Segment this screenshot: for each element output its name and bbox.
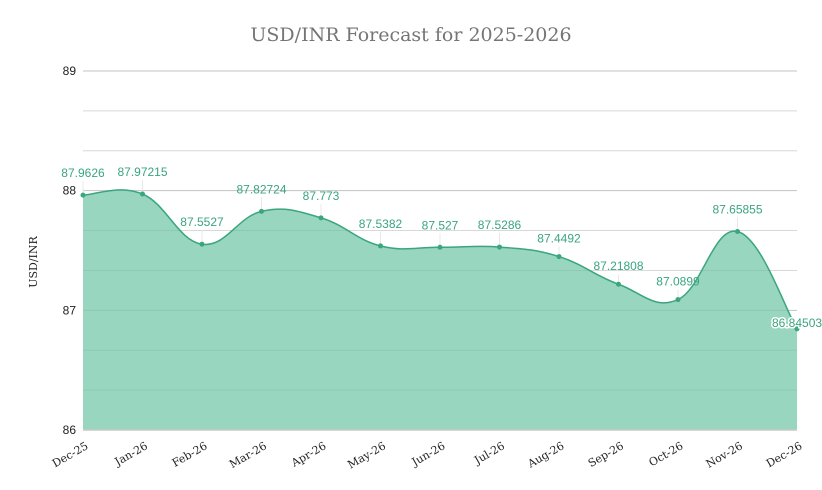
x-tick-label: Feb-26 xyxy=(170,439,210,469)
chart-title: USD/INR Forecast for 2025-2026 xyxy=(250,24,572,46)
data-point[interactable] xyxy=(556,254,562,260)
data-label: 87.65855 xyxy=(712,203,762,217)
data-points xyxy=(80,179,800,332)
data-point[interactable] xyxy=(616,281,621,287)
data-label: 87.527 xyxy=(422,218,459,232)
data-label: 87.9626 xyxy=(61,166,105,180)
x-tick-label: Jan-26 xyxy=(112,439,150,469)
data-point[interactable] xyxy=(378,243,383,249)
y-axis: 86 87 88 89 xyxy=(63,64,77,437)
data-point[interactable] xyxy=(259,208,264,214)
x-tick-label: Sep-26 xyxy=(586,439,626,470)
data-point[interactable] xyxy=(80,192,86,198)
data-point[interactable] xyxy=(794,326,800,332)
y-tick-label: 89 xyxy=(63,64,77,78)
data-point[interactable] xyxy=(140,191,145,197)
y-axis-label: USD/INR xyxy=(27,235,40,287)
data-point[interactable] xyxy=(735,229,740,235)
data-point[interactable] xyxy=(318,215,324,221)
x-tick-label: Jul-26 xyxy=(471,439,507,467)
x-tick-label: Aug-26 xyxy=(525,439,567,471)
x-tick-label: Oct-26 xyxy=(647,439,686,469)
data-label: 86.84503 xyxy=(772,316,822,330)
x-tick-label: Nov-26 xyxy=(704,439,745,470)
y-tick-label: 86 xyxy=(63,423,77,437)
y-tick-label: 88 xyxy=(63,184,77,198)
data-label: 87.5286 xyxy=(478,218,522,232)
x-tick-label: Dec-25 xyxy=(50,439,90,470)
data-label: 87.82724 xyxy=(236,182,286,196)
data-label: 87.21808 xyxy=(593,259,643,273)
data-label: 87.0899 xyxy=(656,275,700,289)
x-tick-label: May-26 xyxy=(345,439,388,471)
x-tick-label: Dec-26 xyxy=(764,439,804,470)
data-labels: 87.9626 87.97215 87.5527 87.82724 87.773 87.5… xyxy=(61,165,822,331)
data-point[interactable] xyxy=(675,297,681,303)
x-tick-label: Apr-26 xyxy=(288,439,328,470)
data-point[interactable] xyxy=(497,244,502,250)
x-axis: Dec-25 Jan-26 Feb-26 Mar-26 Apr-26 May-26 Jun-… xyxy=(50,439,804,471)
data-label: 87.97215 xyxy=(117,165,167,179)
area-fill xyxy=(83,189,797,430)
data-label: 87.773 xyxy=(303,189,340,203)
data-point[interactable] xyxy=(199,241,205,247)
area-series xyxy=(82,70,798,431)
data-point[interactable] xyxy=(437,244,443,250)
x-tick-label: Jun-26 xyxy=(409,439,448,469)
data-label: 87.5527 xyxy=(180,215,224,229)
data-label: 87.5382 xyxy=(359,217,403,231)
y-tick-label: 87 xyxy=(63,303,77,317)
data-label: 87.4492 xyxy=(537,232,581,246)
x-tick-label: Mar-26 xyxy=(227,439,269,471)
